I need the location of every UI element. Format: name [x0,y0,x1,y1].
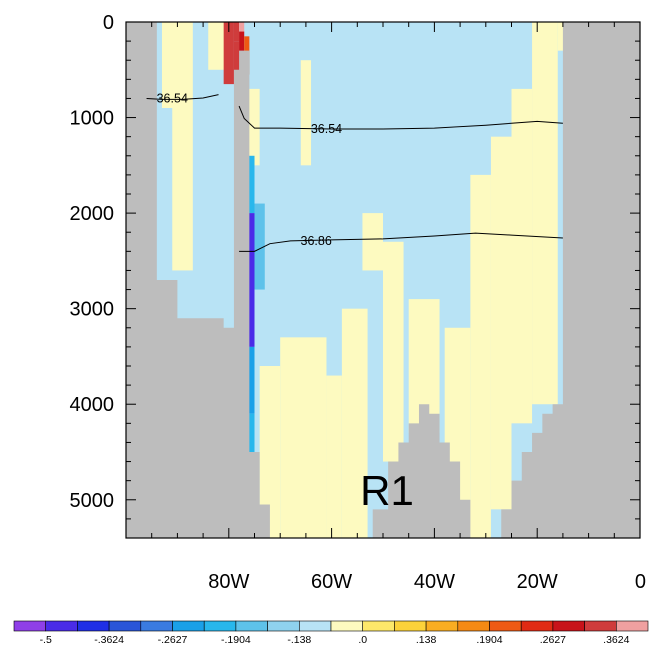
colorbar-swatch-0 [13,620,47,632]
contour-layer [146,94,563,252]
colorbar-label-2: -.2627 [158,634,188,646]
x-tick-label-3: 20W [517,571,558,593]
colorbar-label-0: -.5 [40,634,52,646]
contour-line-2 [239,232,563,252]
positive-patch-15 [511,88,533,424]
colorbar-swatch-4 [140,620,173,632]
contour-label-1: 36.54 [311,122,342,136]
panel-label: R1 [360,467,414,514]
y-tick-label-1: 1000 [70,108,115,130]
colorbar-swatch-8 [267,620,300,632]
y-tick-label-3: 3000 [70,299,115,321]
anomaly-cell-8 [254,203,265,290]
x-tick-label-2: 40W [414,571,455,593]
colorbar-label-4: -.138 [287,634,311,646]
colorbar-swatch-7 [235,620,268,632]
plot-area [126,22,640,538]
anomaly-cell-0 [223,22,234,85]
colorbar-label-5: .0 [358,634,367,646]
colorbar-swatch-15 [489,620,522,632]
colorbar-label-7: .1904 [476,634,502,646]
positive-patch-10 [383,241,404,462]
colorbar-label-6: .138 [416,634,437,646]
colorbar-swatch-3 [108,620,142,632]
colorbar-label-3: -.1904 [221,634,251,646]
colorbar-label-8: .2627 [540,634,566,646]
colorbar-swatch-12 [394,620,427,632]
colorbar-swatch-5 [172,620,205,632]
contour-label-2: 36.86 [301,234,332,248]
anomaly-cell-1 [233,22,240,42]
x-tick-label-1: 60W [311,571,352,593]
positive-patch-14 [490,136,512,510]
y-axis: 0 1000 2000 3000 4000 5000 [70,12,640,520]
y-tick-label-4: 4000 [70,394,115,416]
positive-patch-7 [326,375,342,538]
colorbar-swatch-19 [615,620,649,632]
colorbar-swatch-10 [330,620,364,632]
colorbar: -.5 -.3624 -.2627 -.1904 -.138 .0 .138 .1904 .26… [13,620,649,646]
positive-patch-8 [341,308,368,538]
colorbar-swatch-16 [520,620,554,632]
colorbar-swatch-1 [45,620,78,632]
contour-line-1 [238,105,563,130]
contour-line-0 [146,94,219,100]
y-tick-label-0: 0 [103,12,114,34]
contour-labels: 36.54 36.54 36.86 [157,91,343,247]
positive-patch-4 [300,60,312,166]
positive-patch-16 [532,22,558,405]
colorbar-swatch-11 [362,620,395,632]
positive-patch-6 [280,337,327,538]
colorbar-swatch-2 [77,620,110,632]
colorbar-swatch-6 [203,620,237,632]
contour-label-0: 36.54 [157,91,188,105]
x-axis: 80W 60W 40W 20W 0 [151,22,646,593]
x-tick-label-0: 80W [208,571,249,593]
anomaly-cell-3 [239,22,245,32]
positive-anomaly-layer [161,22,574,538]
positive-patch-5 [259,366,281,538]
anomaly-cell-2 [233,41,240,85]
positive-patch-13 [470,174,491,538]
colorbar-swatch-14 [457,620,490,632]
positive-patch-9 [362,213,383,271]
colorbar-swatch-17 [552,620,585,632]
colorbar-swatch-13 [425,620,459,632]
colorbar-swatch-18 [584,620,617,632]
colorbar-swatch-9 [298,620,332,632]
y-tick-label-5: 5000 [70,490,115,512]
x-tick-label-4: 0 [635,571,646,593]
colorbar-label-9: .3624 [603,634,629,646]
y-tick-label-2: 2000 [70,203,115,225]
colorbar-label-1: -.3624 [94,634,124,646]
positive-patch-1 [161,22,178,108]
land-mask [126,22,640,538]
